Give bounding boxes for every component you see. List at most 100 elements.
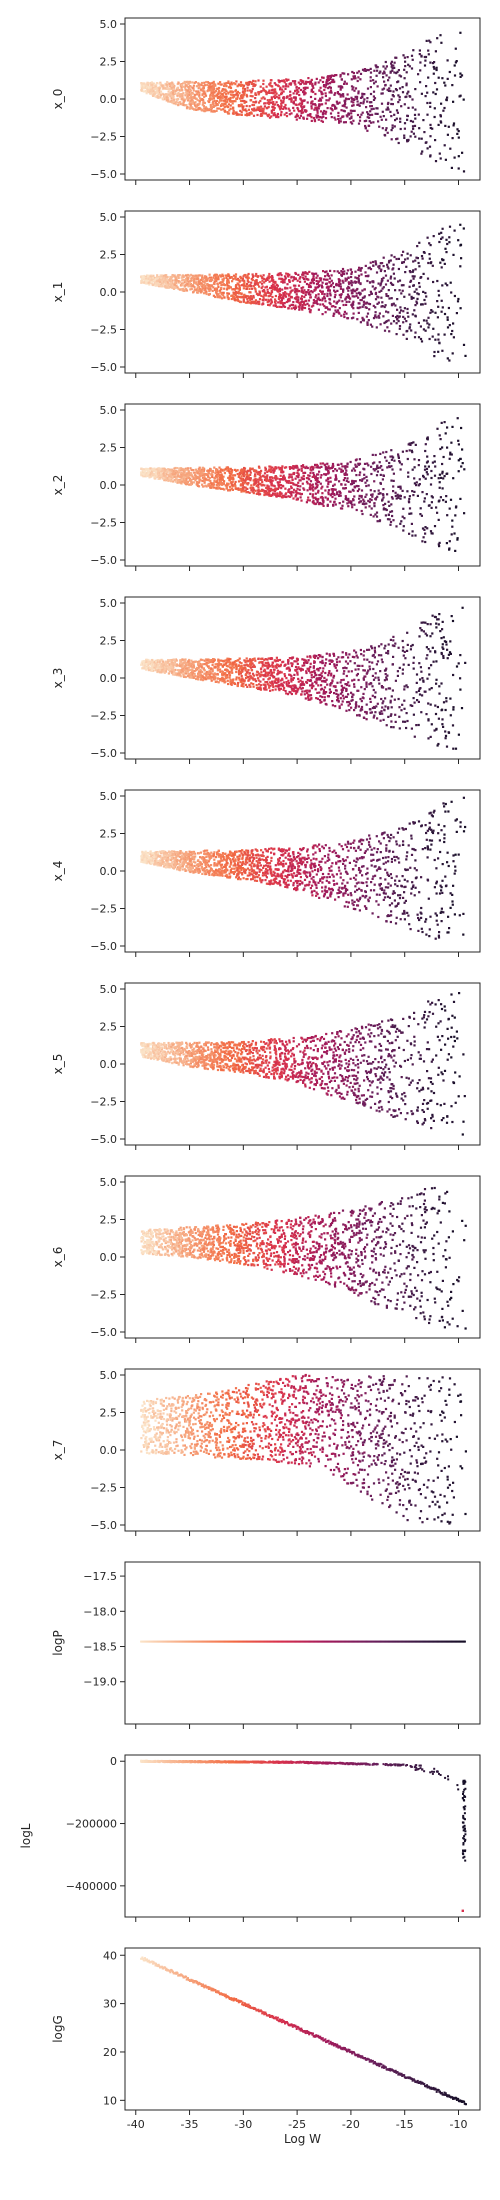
- scatter-point: [310, 484, 313, 487]
- scatter-point: [256, 489, 259, 492]
- scatter-point: [187, 473, 190, 476]
- scatter-point: [436, 316, 439, 319]
- scatter-point: [393, 61, 396, 64]
- scatter-point: [407, 443, 410, 446]
- scatter-point: [319, 462, 322, 465]
- scatter-point: [162, 477, 165, 480]
- scatter-point: [306, 489, 309, 492]
- scatter-point: [287, 481, 290, 484]
- scatter-point: [354, 465, 357, 468]
- scatter-point: [378, 316, 381, 319]
- scatter-point: [315, 272, 318, 275]
- scatter-point: [304, 82, 308, 85]
- scatter-points: [140, 223, 467, 362]
- scatter-point: [360, 494, 363, 498]
- scatter-point: [277, 116, 280, 119]
- scatter-point: [287, 300, 290, 303]
- scatter-point: [202, 292, 206, 295]
- scatter-point: [316, 500, 319, 504]
- scatter-point: [367, 267, 370, 270]
- scatter-point: [353, 503, 356, 506]
- scatter-point: [403, 56, 406, 59]
- scatter-point: [339, 494, 342, 497]
- scatter-point: [271, 466, 274, 469]
- scatter-point: [299, 302, 302, 305]
- scatter-point: [289, 90, 292, 93]
- scatter-point: [251, 95, 254, 98]
- scatter-point: [338, 271, 341, 274]
- scatter-point: [287, 489, 290, 492]
- scatter-point: [233, 111, 236, 114]
- scatter-point: [201, 94, 204, 97]
- scatter-point: [262, 277, 266, 280]
- scatter-point: [390, 496, 394, 499]
- scatter-point: [394, 304, 397, 307]
- scatter-point: [182, 282, 185, 285]
- scatter-point: [295, 464, 298, 467]
- scatter-point: [242, 300, 245, 303]
- scatter-point: [263, 89, 266, 92]
- scatter-point: [227, 292, 231, 295]
- scatter-point: [272, 95, 276, 98]
- scatter-point: [321, 297, 324, 300]
- scatter-point: [324, 278, 327, 281]
- scatter-point: [450, 291, 453, 294]
- scatter-point: [200, 108, 204, 111]
- scatter-point: [332, 74, 335, 77]
- scatter-point: [300, 469, 303, 472]
- scatter-point: [326, 107, 329, 110]
- scatter-point: [320, 277, 323, 280]
- scatter-point: [283, 305, 287, 308]
- scatter-point: [390, 297, 393, 300]
- scatter-point: [293, 109, 296, 112]
- scatter-point: [271, 469, 274, 472]
- scatter-point: [339, 93, 342, 96]
- scatter-point: [227, 274, 230, 278]
- scatter-point: [424, 540, 427, 544]
- scatter-points: [140, 417, 466, 552]
- scatter-point: [331, 282, 334, 285]
- scatter-point: [284, 107, 288, 110]
- scatter-point: [274, 287, 277, 290]
- scatter-point: [282, 85, 285, 88]
- scatter-point: [240, 113, 243, 116]
- scatter-point: [246, 472, 249, 475]
- scatter-point: [246, 295, 250, 298]
- scatter-point: [317, 308, 320, 311]
- scatter-point: [333, 300, 336, 303]
- scatter-point: [352, 480, 355, 483]
- scatter-point: [437, 518, 440, 521]
- scatter-point: [195, 97, 198, 100]
- scatter-point: [262, 107, 265, 110]
- scatter-point: [311, 100, 314, 103]
- scatter-point: [199, 88, 203, 91]
- scatter-point: [176, 473, 180, 476]
- scatter-point: [345, 98, 348, 101]
- scatter-point: [285, 272, 288, 275]
- scatter-point: [261, 289, 264, 292]
- scatter-point: [277, 85, 280, 88]
- scatter-point: [378, 461, 381, 464]
- scatter-point: [262, 96, 265, 99]
- scatter-point: [254, 290, 257, 293]
- scatter-point: [321, 303, 325, 306]
- scatter-point: [237, 488, 240, 491]
- scatter-point: [440, 237, 443, 240]
- scatter-point: [389, 520, 393, 524]
- scatter-point: [370, 493, 373, 496]
- scatter-point: [431, 335, 434, 338]
- scatter-point: [322, 76, 325, 79]
- scatter-point: [278, 293, 281, 296]
- scatter-point: [271, 277, 274, 280]
- scatter-point: [216, 87, 219, 90]
- scatter-point: [168, 286, 172, 289]
- scatter-point: [330, 80, 333, 84]
- scatter-point: [329, 89, 333, 92]
- scatter-point: [388, 76, 391, 79]
- scatter-point: [185, 477, 188, 481]
- scatter-point: [243, 475, 246, 478]
- scatter-point: [270, 299, 273, 302]
- scatter-point: [209, 469, 212, 472]
- scatter-point: [411, 451, 414, 454]
- scatter-point: [309, 480, 313, 483]
